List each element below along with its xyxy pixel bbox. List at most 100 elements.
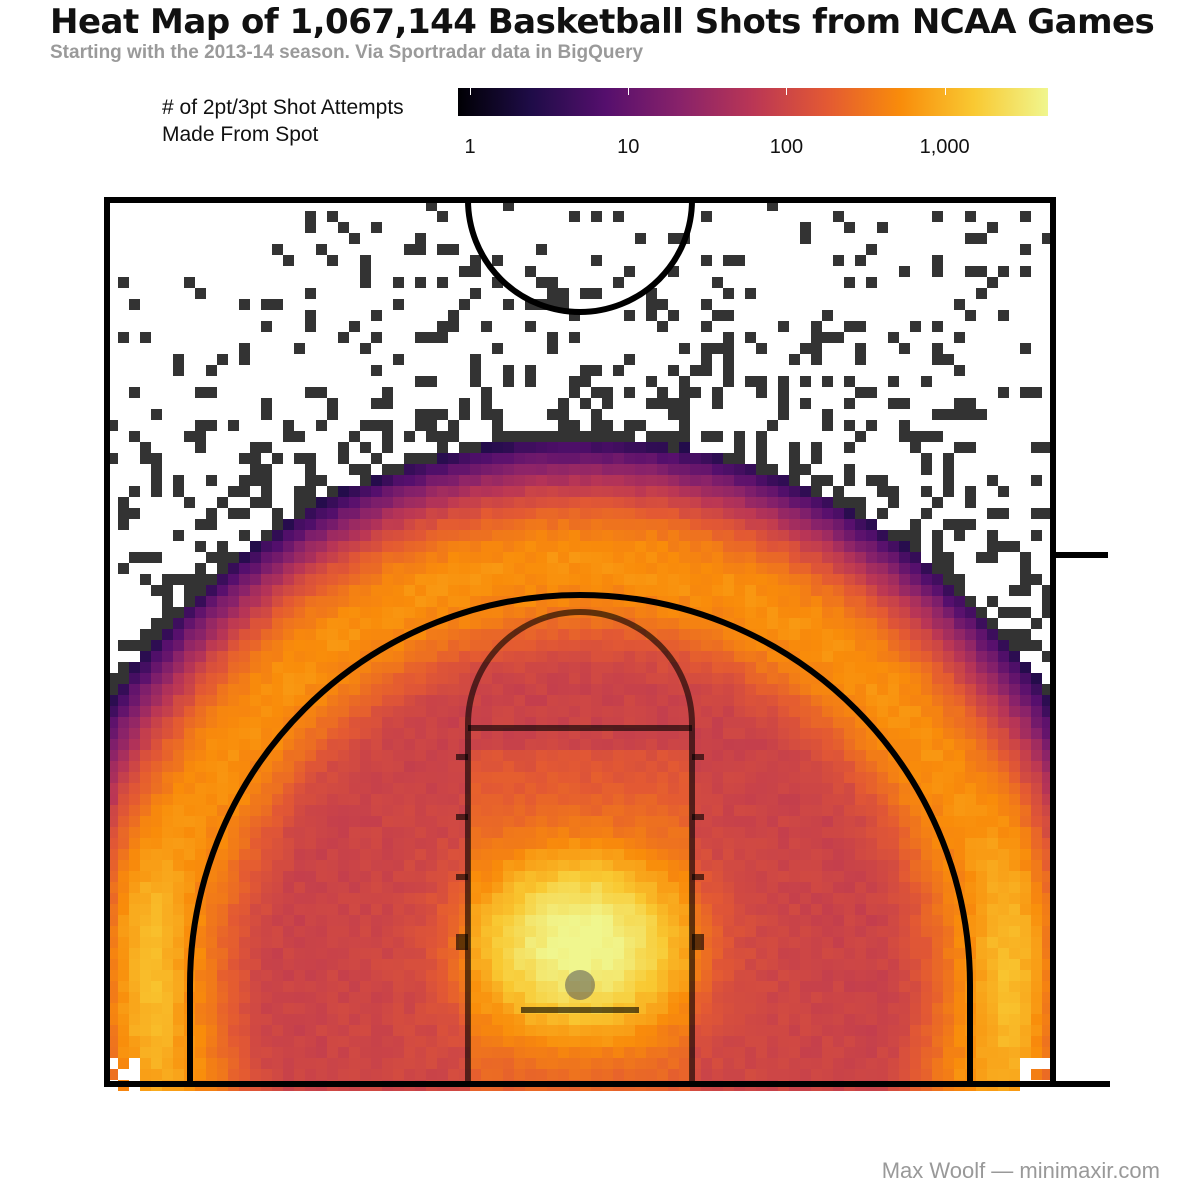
heatmap-cell: [448, 629, 459, 640]
heatmap-cell: [184, 904, 195, 915]
heatmap-cell: [140, 1047, 151, 1058]
heatmap-cell: [888, 563, 899, 574]
heatmap-cell: [459, 530, 470, 541]
heatmap-cell: [822, 1014, 833, 1025]
heatmap-cell: [107, 948, 118, 959]
heatmap-cell: [195, 618, 206, 629]
heatmap-cell: [503, 893, 514, 904]
heatmap-cell: [1009, 1014, 1020, 1025]
heatmap-cell: [162, 607, 173, 618]
heatmap-cell: [448, 794, 459, 805]
heatmap-cell: [371, 948, 382, 959]
heatmap-cell: [272, 805, 283, 816]
heatmap-cell: [602, 827, 613, 838]
heatmap-cell: [228, 695, 239, 706]
heatmap-cell: [613, 508, 624, 519]
heatmap-cell: [470, 871, 481, 882]
heatmap-cell: [1009, 695, 1020, 706]
heatmap-cell: [745, 585, 756, 596]
heatmap-cell: [668, 959, 679, 970]
heatmap-cell: [1042, 915, 1053, 926]
heatmap-cell: [1042, 794, 1053, 805]
heatmap-cell: [404, 662, 415, 673]
heatmap-cell: [558, 1069, 569, 1080]
heatmap-cell: [822, 871, 833, 882]
heatmap-cell: [613, 530, 624, 541]
heatmap-cell: [206, 750, 217, 761]
heatmap-cell: [613, 629, 624, 640]
heatmap-cell: [327, 530, 338, 541]
heatmap-cell: [833, 1047, 844, 1058]
heatmap-cell: [833, 673, 844, 684]
heatmap-cell: [261, 959, 272, 970]
heatmap-cell: [195, 431, 206, 442]
heatmap-cell: [228, 717, 239, 728]
heatmap-cell: [206, 717, 217, 728]
heatmap-cell: [844, 882, 855, 893]
heatmap-cell: [855, 739, 866, 750]
heatmap-cell: [888, 948, 899, 959]
heatmap-cell: [140, 783, 151, 794]
heatmap-cell: [668, 629, 679, 640]
heatmap-cell: [712, 607, 723, 618]
heatmap-cell: [833, 816, 844, 827]
heatmap-cell: [426, 893, 437, 904]
heatmap-cell: [679, 640, 690, 651]
heatmap-cell: [866, 948, 877, 959]
heatmap-cell: [877, 926, 888, 937]
heatmap-cell: [327, 409, 338, 420]
heatmap-cell: [888, 1025, 899, 1036]
heatmap-cell: [899, 1036, 910, 1047]
heatmap-cell: [833, 1025, 844, 1036]
heatmap-cell: [349, 728, 360, 739]
heatmap-cell: [723, 871, 734, 882]
heatmap-cell: [569, 585, 580, 596]
heatmap-cell: [569, 640, 580, 651]
heatmap-cell: [525, 948, 536, 959]
heatmap-cell: [701, 211, 712, 222]
heatmap-cell: [437, 453, 448, 464]
heatmap-cell: [448, 519, 459, 530]
heatmap-cell: [525, 321, 536, 332]
heatmap-cell: [415, 277, 426, 288]
heatmap-cell: [899, 343, 910, 354]
heatmap-cell: [162, 761, 173, 772]
heatmap-cell: [833, 981, 844, 992]
heatmap-cell: [349, 761, 360, 772]
heatmap-cell: [1020, 805, 1031, 816]
heatmap-cell: [723, 486, 734, 497]
heatmap-cell: [954, 794, 965, 805]
heatmap-cell: [448, 662, 459, 673]
heatmap-cell: [470, 475, 481, 486]
heatmap-cell: [866, 585, 877, 596]
heatmap-cell: [338, 981, 349, 992]
heatmap-cell: [305, 453, 316, 464]
heatmap-cell: [965, 805, 976, 816]
heatmap-cell: [844, 376, 855, 387]
heatmap-cell: [536, 1058, 547, 1069]
heatmap-cell: [789, 618, 800, 629]
heatmap-cell: [833, 596, 844, 607]
heatmap-cell: [1020, 706, 1031, 717]
heatmap-cell: [657, 629, 668, 640]
heatmap-cell: [1020, 244, 1031, 255]
heatmap-cell: [140, 332, 151, 343]
heatmap-cell: [855, 629, 866, 640]
heatmap-cell: [261, 739, 272, 750]
heatmap-cell: [415, 409, 426, 420]
heatmap-cell: [558, 420, 569, 431]
heatmap-cell: [910, 442, 921, 453]
heatmap-cell: [118, 761, 129, 772]
heatmap-cell: [184, 706, 195, 717]
heatmap-cell: [800, 640, 811, 651]
heatmap-cell: [459, 596, 470, 607]
heatmap-cell: [756, 1025, 767, 1036]
heatmap-cell: [195, 772, 206, 783]
heatmap-cell: [261, 1058, 272, 1069]
heatmap-cell: [140, 992, 151, 1003]
heatmap-cell: [734, 651, 745, 662]
heatmap-cell: [393, 717, 404, 728]
heatmap-cell: [932, 255, 943, 266]
heatmap-cell: [536, 684, 547, 695]
heatmap-cell: [613, 585, 624, 596]
